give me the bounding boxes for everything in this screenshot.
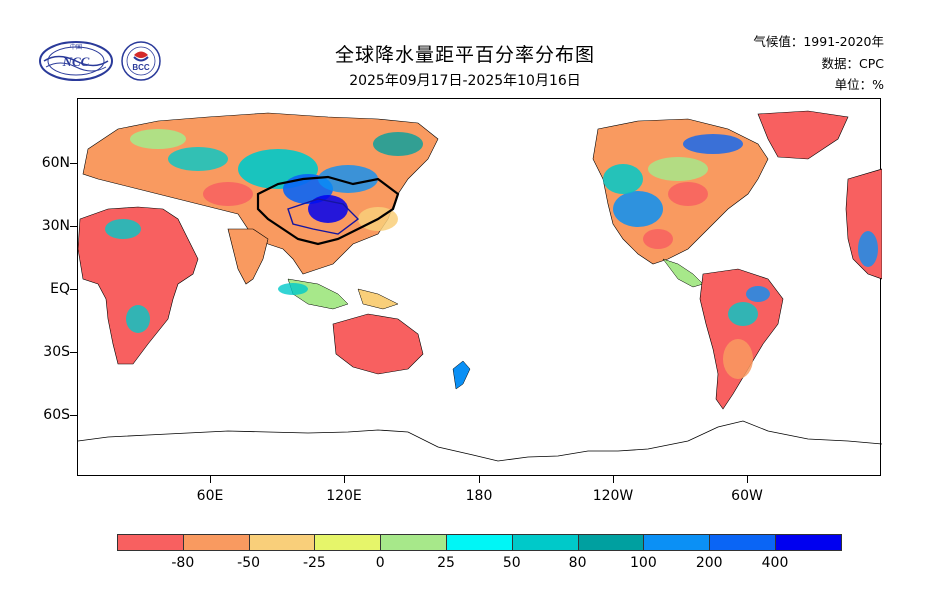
colorbar-swatch bbox=[314, 534, 382, 551]
colorbar-label: -50 bbox=[237, 555, 261, 571]
colorbar-swatch bbox=[709, 534, 776, 551]
colorbar-swatch bbox=[577, 534, 645, 551]
svg-text:BCC: BCC bbox=[132, 63, 150, 72]
ncc-logo: NCC 中国 bbox=[38, 40, 114, 82]
lon-tick bbox=[613, 476, 614, 483]
colorbar-label: 80 bbox=[568, 555, 587, 571]
australia-land bbox=[332, 313, 424, 375]
bcc-logo: BCC bbox=[120, 40, 162, 82]
svg-text:中国: 中国 bbox=[70, 43, 82, 51]
lat-tick bbox=[70, 226, 77, 227]
data-source: 数据：CPC bbox=[821, 56, 885, 71]
lat-tick bbox=[70, 289, 77, 290]
map-frame bbox=[77, 98, 882, 476]
colorbar-swatch bbox=[775, 534, 842, 551]
lat-tick bbox=[70, 415, 77, 416]
china-border bbox=[256, 175, 400, 246]
colorbar-label: 25 bbox=[437, 555, 455, 571]
lon-label-60e: 60E bbox=[196, 488, 224, 504]
greenland-land bbox=[757, 110, 849, 160]
lon-tick bbox=[210, 476, 211, 483]
colorbar-swatch bbox=[511, 534, 579, 551]
colorbar-label: -80 bbox=[171, 555, 195, 571]
climate-baseline: 气候值：1991-2020年 bbox=[753, 34, 884, 49]
africa-land bbox=[78, 206, 199, 365]
colorbar-swatch bbox=[182, 534, 250, 551]
lon-tick bbox=[747, 476, 748, 483]
colorbar-label: -25 bbox=[302, 555, 326, 571]
lat-label-60s: 60S bbox=[43, 407, 70, 423]
lon-label-180: 180 bbox=[465, 488, 493, 504]
lat-tick bbox=[70, 163, 77, 164]
lon-label-120e: 120E bbox=[326, 488, 362, 504]
south-america-land bbox=[699, 268, 784, 410]
antarctica-coast bbox=[78, 420, 882, 462]
map-subtitle: 2025年09月17日-2025年10月16日 bbox=[349, 73, 581, 89]
lat-label-30n: 30N bbox=[41, 218, 70, 234]
lat-label-60n: 60N bbox=[41, 155, 70, 171]
colorbar-label: 400 bbox=[761, 555, 789, 571]
colorbar-label: 50 bbox=[502, 555, 521, 571]
lat-label-eq: EQ bbox=[50, 281, 70, 297]
lon-label-120w: 120W bbox=[592, 488, 634, 504]
colorbar-swatch bbox=[446, 534, 513, 551]
svg-text:NCC: NCC bbox=[62, 54, 90, 69]
lon-tick bbox=[344, 476, 345, 483]
lon-tick bbox=[479, 476, 480, 483]
colorbar-swatch bbox=[380, 534, 447, 551]
colorbar-label: 100 bbox=[630, 555, 657, 571]
unit-label: 单位：% bbox=[834, 77, 884, 92]
colorbar-label: 200 bbox=[695, 555, 723, 571]
lat-tick bbox=[70, 352, 77, 353]
lon-label-60w: 60W bbox=[731, 488, 763, 504]
colorbar-label: 0 bbox=[375, 555, 385, 571]
colorbar-swatch bbox=[248, 534, 316, 551]
colorbar-swatch bbox=[117, 534, 184, 551]
india-land bbox=[227, 228, 269, 285]
lat-label-30s: 30S bbox=[43, 344, 70, 360]
colorbar-swatch bbox=[643, 534, 711, 551]
precip-map bbox=[78, 110, 882, 462]
map-title: 全球降水量距平百分率分布图 bbox=[334, 44, 595, 66]
